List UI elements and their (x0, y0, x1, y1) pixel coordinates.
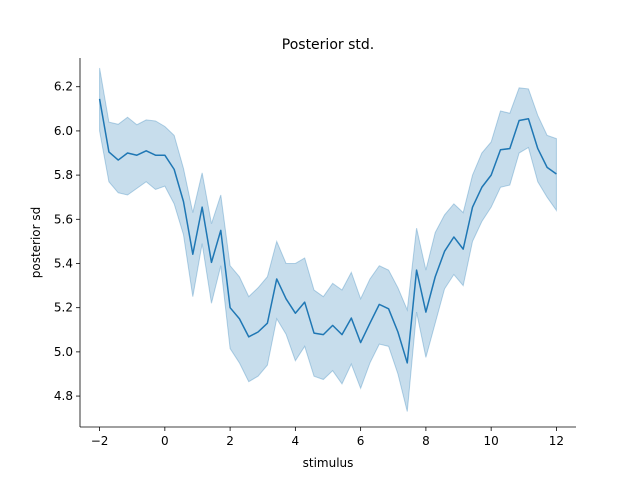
chart-title: Posterior std. (282, 37, 374, 53)
axes: −2 0 2 4 6 8 10 12 4.8 5.0 5.2 5.4 5.6 5.8 6.0 6.2 (54, 58, 576, 448)
x-tick-label: 6 (357, 434, 365, 448)
x-tick-label: 8 (422, 434, 430, 448)
y-tick-label: 5.0 (54, 345, 73, 359)
y-tick-label: 5.4 (54, 256, 73, 270)
confidence-band-0 (99, 67, 557, 412)
x-tick-label: −2 (91, 434, 109, 448)
y-tick-label: 5.6 (54, 212, 73, 226)
x-tick-label: 12 (549, 434, 564, 448)
y-tick-label: 5.2 (54, 301, 73, 315)
plot-area (98, 67, 557, 412)
y-axis-label: posterior sd (29, 207, 43, 279)
mean-line-0 (98, 98, 557, 364)
y-tick-label: 5.8 (54, 168, 73, 182)
x-axis-label: stimulus (303, 456, 354, 470)
x-tick-label: 10 (484, 434, 499, 448)
x-tick-label: 2 (226, 434, 234, 448)
y-tick-label: 6.0 (54, 124, 73, 138)
x-tick-label: 0 (161, 434, 169, 448)
y-tick-label: 4.8 (54, 389, 73, 403)
y-tick-label: 6.2 (54, 80, 73, 94)
x-tick-label: 4 (292, 434, 300, 448)
